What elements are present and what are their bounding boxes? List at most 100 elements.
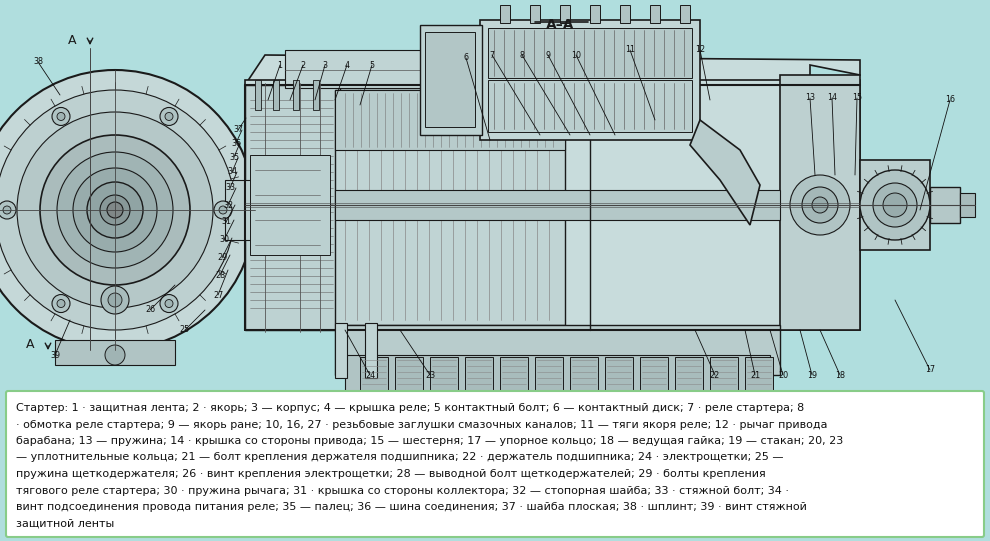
Text: 23: 23 [425, 371, 435, 379]
Bar [530, 5, 540, 23]
Bar [245, 80, 860, 330]
Bar [420, 25, 482, 135]
Bar [675, 357, 703, 397]
Circle shape [107, 202, 123, 218]
Text: 29: 29 [217, 254, 227, 262]
Bar [500, 5, 510, 23]
Text: 10: 10 [571, 50, 581, 60]
Polygon shape [245, 55, 860, 195]
Bar [395, 357, 423, 397]
Bar [345, 355, 770, 400]
Bar [425, 32, 475, 127]
Text: винт подсоединения провода питания реле; 35 — палец; 36 — шина соединения; 37 · : винт подсоединения провода питания реле;… [16, 502, 807, 512]
Bar [488, 80, 692, 132]
Text: 17: 17 [925, 366, 936, 374]
Text: · обмотка реле стартера; 9 — якорь ране; 10, 16, 27 · резьбовые заглушки смазочн: · обмотка реле стартера; 9 — якорь ране;… [16, 419, 828, 430]
Text: 20: 20 [778, 371, 788, 379]
Bar [930, 187, 960, 223]
Bar [335, 323, 347, 378]
Bar [488, 28, 692, 78]
Circle shape [52, 294, 70, 313]
Circle shape [3, 206, 11, 214]
Text: 2: 2 [300, 61, 306, 69]
Circle shape [0, 201, 16, 219]
Text: 28: 28 [215, 270, 225, 280]
Text: 8: 8 [520, 50, 525, 60]
Text: 36: 36 [231, 138, 241, 148]
Text: 35: 35 [229, 153, 239, 162]
Text: Стартер: 1 · защитная лента; 2 · якорь; 3 — корпус; 4 — крышка реле; 5 контактны: Стартер: 1 · защитная лента; 2 · якорь; … [16, 403, 804, 413]
Bar [335, 90, 565, 150]
Bar [535, 357, 563, 397]
Circle shape [100, 195, 130, 225]
Circle shape [802, 187, 838, 223]
Bar [255, 80, 261, 110]
Bar [245, 85, 340, 330]
Circle shape [108, 293, 122, 307]
Circle shape [860, 170, 930, 240]
Text: защитной ленты: защитной ленты [16, 518, 114, 529]
Bar [465, 357, 493, 397]
Text: 9: 9 [545, 50, 550, 60]
Bar [640, 357, 668, 397]
Text: 13: 13 [805, 94, 815, 102]
Circle shape [165, 300, 173, 307]
Text: 5: 5 [369, 61, 374, 69]
Circle shape [57, 152, 173, 268]
Text: 39: 39 [50, 351, 60, 360]
Text: 4: 4 [345, 61, 349, 69]
Text: 38: 38 [33, 57, 43, 67]
Bar [273, 80, 279, 110]
Bar [500, 357, 528, 397]
Bar [710, 357, 738, 397]
Text: пружина щеткодержателя; 26 · винт крепления электрощетки; 28 — выводной болт щет: пружина щеткодержателя; 26 · винт крепле… [16, 469, 765, 479]
Text: 31: 31 [221, 217, 231, 227]
Text: А–А: А–А [545, 18, 574, 32]
Polygon shape [55, 340, 175, 365]
Text: 15: 15 [852, 94, 862, 102]
Bar [285, 50, 480, 88]
FancyBboxPatch shape [6, 391, 984, 537]
Bar [680, 5, 690, 23]
Circle shape [101, 286, 129, 314]
Circle shape [812, 197, 828, 213]
Bar [335, 90, 565, 325]
Circle shape [87, 182, 143, 238]
Circle shape [214, 201, 232, 219]
Circle shape [105, 345, 125, 365]
Bar [780, 75, 860, 330]
Bar [480, 20, 700, 140]
Text: 22: 22 [710, 371, 720, 379]
Text: 11: 11 [625, 45, 635, 55]
Bar [335, 190, 780, 220]
Text: — уплотнительные кольца; 21 — болт крепления держателя подшипника; 22 · держател: — уплотнительные кольца; 21 — болт крепл… [16, 452, 783, 463]
Text: 18: 18 [835, 371, 845, 379]
Text: 34: 34 [227, 168, 237, 176]
Text: 30: 30 [219, 235, 229, 245]
Text: 27: 27 [213, 291, 223, 300]
Polygon shape [690, 120, 760, 225]
Bar [360, 357, 388, 397]
Circle shape [0, 70, 255, 350]
Bar [650, 5, 660, 23]
Bar [570, 357, 598, 397]
Circle shape [160, 294, 178, 313]
Text: 19: 19 [807, 371, 817, 379]
Circle shape [0, 90, 235, 330]
Text: 37: 37 [233, 126, 244, 135]
Circle shape [883, 193, 907, 217]
Bar [335, 325, 780, 375]
Bar [313, 80, 319, 110]
Bar [293, 80, 299, 110]
Bar [365, 323, 377, 378]
Circle shape [160, 108, 178, 126]
Bar [960, 193, 975, 217]
Bar [430, 357, 458, 397]
Bar [250, 155, 330, 255]
Circle shape [219, 206, 227, 214]
Text: 12: 12 [695, 45, 705, 55]
Bar [620, 5, 630, 23]
Bar [860, 160, 930, 250]
Bar [590, 5, 600, 23]
Circle shape [57, 300, 65, 307]
